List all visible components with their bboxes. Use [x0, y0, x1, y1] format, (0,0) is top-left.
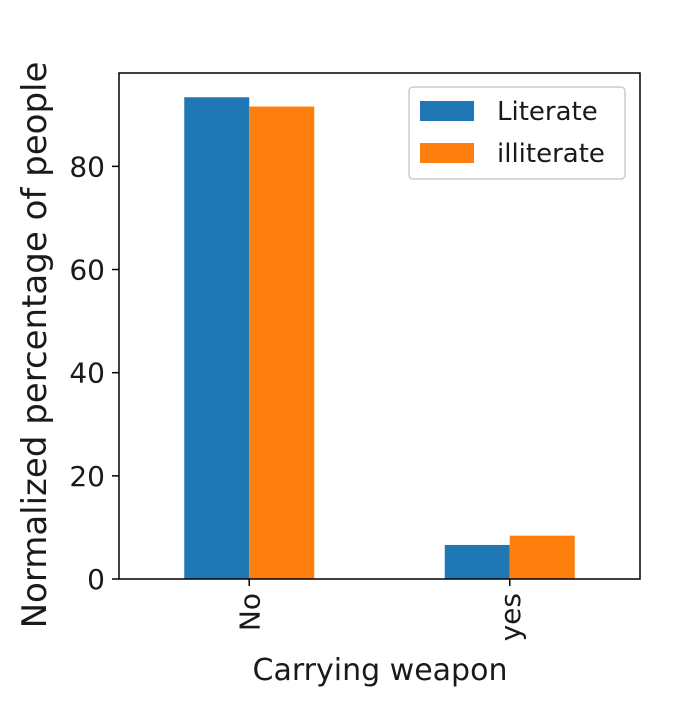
y-axis-label: Normalized percentage of people: [15, 62, 55, 629]
bar-literate-no: [184, 97, 250, 579]
bar-illiterate-no: [249, 106, 315, 580]
y-tick-label: 0: [87, 563, 105, 596]
x-tick-label: No: [233, 593, 266, 631]
y-axis: 0 20 40 60 80: [69, 150, 119, 596]
bar-illiterate-yes: [509, 535, 575, 579]
y-tick-label: 20: [69, 460, 105, 493]
x-axis-label: Carrying weapon: [253, 653, 508, 688]
legend: Literate illiterate: [408, 86, 626, 180]
legend-label-literate: Literate: [497, 97, 598, 127]
x-axis: No yes: [233, 579, 527, 641]
y-tick-label: 60: [69, 254, 105, 287]
legend-swatch-literate: [420, 101, 474, 121]
y-tick-label: 40: [69, 357, 105, 390]
bar-literate-yes: [444, 544, 510, 579]
legend-swatch-illiterate: [420, 143, 474, 163]
plot-frame: [118, 72, 641, 580]
bars-group: [184, 97, 575, 580]
x-tick-label: yes: [494, 593, 527, 641]
legend-label-illiterate: illiterate: [497, 139, 605, 169]
y-tick-label: 80: [69, 150, 105, 183]
